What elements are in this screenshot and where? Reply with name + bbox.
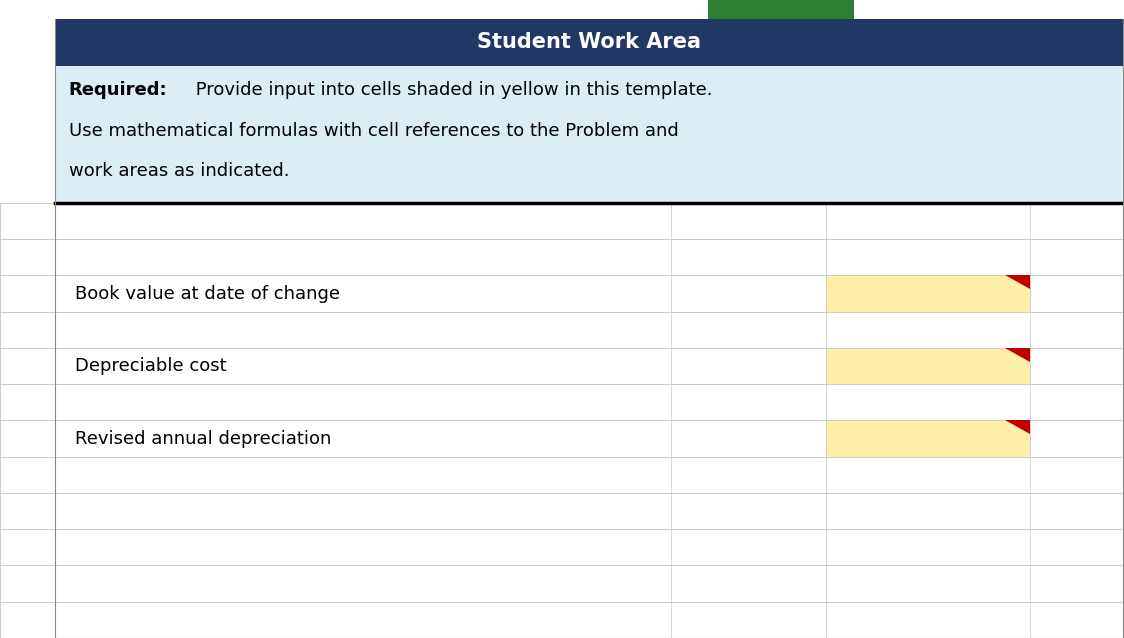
Text: Use mathematical formulas with cell references to the Problem and: Use mathematical formulas with cell refe… <box>69 122 678 140</box>
Text: Revised annual depreciation: Revised annual depreciation <box>75 429 332 448</box>
Bar <box>0 384 1124 420</box>
Bar <box>0 348 1124 384</box>
Bar <box>0 530 1124 565</box>
Bar <box>826 420 1030 457</box>
Bar <box>826 348 1030 384</box>
Bar <box>708 0 854 19</box>
Bar <box>55 66 1123 203</box>
Text: Depreciable cost: Depreciable cost <box>75 357 227 375</box>
Polygon shape <box>1005 420 1030 434</box>
Polygon shape <box>1005 348 1030 362</box>
Text: Book value at date of change: Book value at date of change <box>75 285 341 302</box>
Text: Student Work Area: Student Work Area <box>477 33 701 52</box>
Bar <box>0 493 1124 530</box>
Bar <box>0 420 1124 457</box>
Text: Provide input into cells shaded in yellow in this template.: Provide input into cells shaded in yello… <box>190 82 713 100</box>
Bar <box>55 19 1123 66</box>
Bar <box>0 565 1124 602</box>
Bar <box>826 276 1030 312</box>
Bar <box>0 203 1124 239</box>
Text: Required:: Required: <box>69 82 167 100</box>
Bar <box>0 457 1124 493</box>
Bar <box>0 602 1124 638</box>
Text: work areas as indicated.: work areas as indicated. <box>69 162 289 180</box>
Bar <box>0 312 1124 348</box>
Bar <box>0 276 1124 312</box>
Polygon shape <box>1005 276 1030 290</box>
Bar <box>0 239 1124 276</box>
